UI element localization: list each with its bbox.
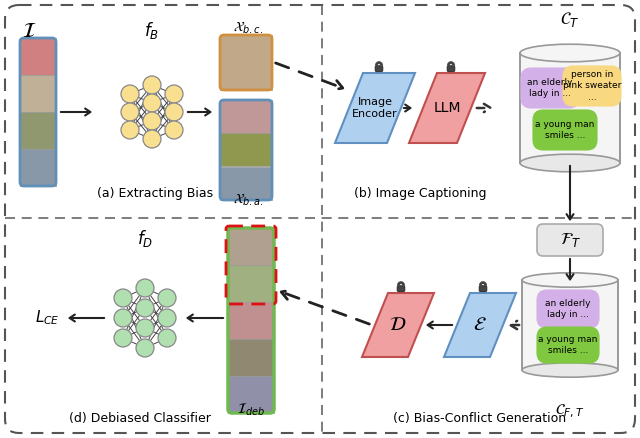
Text: $\mathcal{I}_{deb}$: $\mathcal{I}_{deb}$	[237, 402, 265, 418]
Bar	[220, 100, 272, 133]
Circle shape	[114, 309, 132, 327]
Text: (c) Bias-Conflict Generation: (c) Bias-Conflict Generation	[394, 412, 566, 425]
Ellipse shape	[522, 273, 618, 287]
Circle shape	[143, 94, 161, 112]
Bar	[228, 339, 274, 375]
Circle shape	[121, 121, 139, 139]
Circle shape	[165, 85, 183, 103]
Text: $f_B$: $f_B$	[145, 20, 159, 41]
Text: $L_{CE}$: $L_{CE}$	[35, 309, 60, 327]
Circle shape	[136, 299, 154, 317]
Circle shape	[136, 279, 154, 297]
Circle shape	[158, 309, 176, 327]
Text: $f_D$: $f_D$	[137, 228, 153, 249]
Bar	[20, 149, 56, 186]
Text: a young man
smiles ...: a young man smiles ...	[535, 120, 595, 140]
Text: Image
Encoder: Image Encoder	[352, 97, 398, 119]
Circle shape	[121, 103, 139, 121]
FancyBboxPatch shape	[397, 286, 405, 292]
Bar	[520, 53, 620, 163]
Polygon shape	[409, 73, 485, 143]
Bar	[220, 133, 272, 166]
FancyBboxPatch shape	[447, 66, 455, 72]
Text: $\mathcal{X}_{b.c.}$: $\mathcal{X}_{b.c.}$	[233, 20, 263, 36]
Text: an elderly
lady in ...: an elderly lady in ...	[527, 78, 573, 98]
Circle shape	[143, 112, 161, 130]
Ellipse shape	[520, 44, 620, 62]
FancyBboxPatch shape	[375, 66, 383, 72]
Circle shape	[165, 103, 183, 121]
Text: (d) Debiased Classifier: (d) Debiased Classifier	[69, 412, 211, 425]
Circle shape	[114, 289, 132, 307]
Text: $\mathcal{X}_{b.a.}$: $\mathcal{X}_{b.a.}$	[232, 191, 264, 208]
FancyBboxPatch shape	[521, 68, 579, 108]
Circle shape	[165, 121, 183, 139]
Bar	[522, 280, 618, 370]
Bar	[228, 302, 274, 339]
Polygon shape	[335, 73, 415, 143]
Circle shape	[143, 76, 161, 94]
FancyBboxPatch shape	[563, 66, 621, 106]
Bar	[20, 75, 56, 112]
Text: $\mathcal{E}$: $\mathcal{E}$	[473, 316, 487, 334]
Text: $\mathcal{F}_T$: $\mathcal{F}_T$	[559, 231, 580, 249]
Polygon shape	[362, 293, 434, 357]
FancyBboxPatch shape	[537, 290, 599, 328]
Text: (a) Extracting Bias: (a) Extracting Bias	[97, 187, 213, 200]
Circle shape	[158, 329, 176, 347]
Bar	[228, 228, 274, 265]
Ellipse shape	[520, 154, 620, 172]
Circle shape	[158, 289, 176, 307]
Circle shape	[143, 130, 161, 148]
Text: a young man
smiles ...: a young man smiles ...	[538, 335, 598, 355]
Bar	[20, 38, 56, 74]
Bar	[220, 167, 272, 199]
Bar	[228, 265, 274, 301]
Text: $\mathcal{D}$: $\mathcal{D}$	[389, 316, 406, 334]
Circle shape	[136, 319, 154, 337]
FancyBboxPatch shape	[533, 110, 597, 150]
FancyBboxPatch shape	[479, 286, 487, 292]
FancyBboxPatch shape	[537, 327, 599, 363]
Text: person in
pink sweater
...: person in pink sweater ...	[563, 71, 621, 102]
Text: an elderly
lady in ...: an elderly lady in ...	[545, 299, 591, 319]
Circle shape	[136, 339, 154, 357]
Ellipse shape	[522, 363, 618, 377]
Text: $\mathcal{C}_T$: $\mathcal{C}_T$	[560, 10, 580, 29]
Polygon shape	[444, 293, 516, 357]
Text: $\mathcal{I}$: $\mathcal{I}$	[22, 22, 36, 41]
Text: LLM: LLM	[433, 101, 461, 115]
FancyBboxPatch shape	[537, 224, 603, 256]
Text: $\mathcal{C}_{F,T}$: $\mathcal{C}_{F,T}$	[555, 403, 585, 420]
Bar	[228, 376, 274, 413]
Text: (b) Image Captioning: (b) Image Captioning	[354, 187, 486, 200]
Circle shape	[114, 329, 132, 347]
Bar	[220, 35, 272, 89]
Circle shape	[121, 85, 139, 103]
Bar	[20, 112, 56, 148]
